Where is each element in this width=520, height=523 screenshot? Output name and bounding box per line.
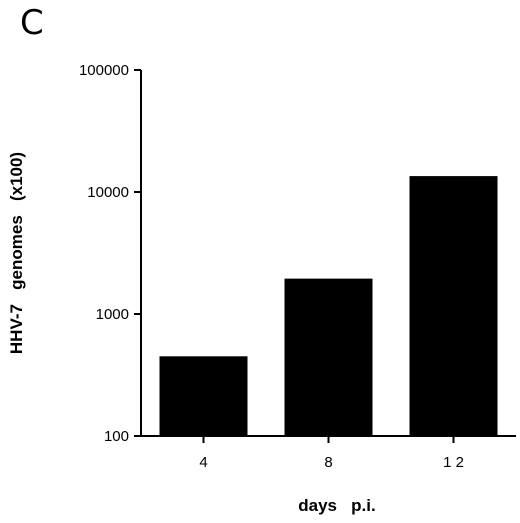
y-axis-ticks: 100 1000 10000 100000 [79, 62, 141, 445]
panel-letter: C [20, 3, 44, 43]
y-tick-label: 10000 [87, 184, 129, 201]
y-axis-title: HHV-7 genomes (x100) [7, 152, 26, 354]
y-tick-label: 1000 [96, 306, 129, 323]
y-tick-label: 100000 [79, 62, 129, 79]
bar-day-8 [284, 278, 373, 436]
y-tick-label: 100 [104, 428, 129, 445]
x-tick-label: 1 2 [443, 454, 464, 471]
x-axis-ticks: 4 8 1 2 [199, 436, 464, 471]
bars [159, 176, 498, 436]
x-tick-label: 4 [199, 454, 207, 471]
x-axis-title: days p.i. [298, 496, 375, 515]
bar-day-4 [159, 356, 248, 436]
bar-day-12 [409, 176, 498, 436]
x-tick-label: 8 [324, 454, 332, 471]
